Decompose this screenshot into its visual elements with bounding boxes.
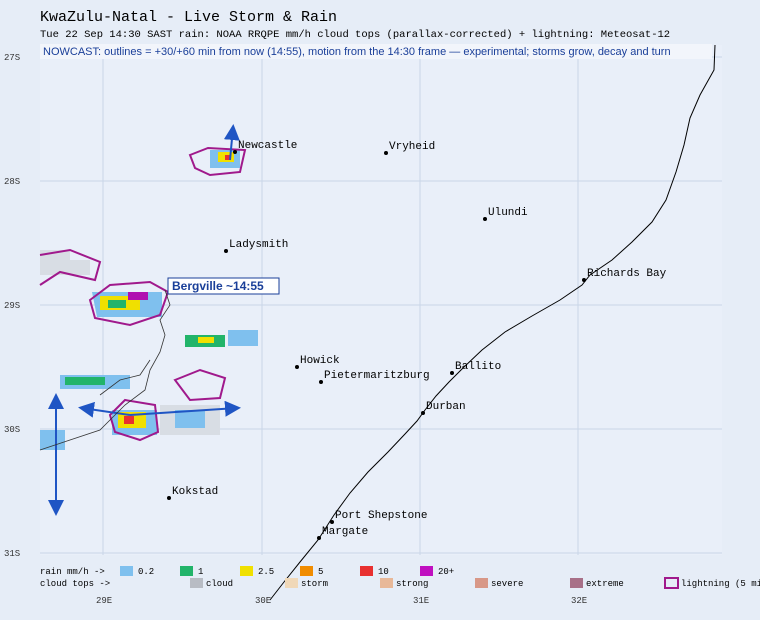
title: KwaZulu-Natal - Live Storm & Rain bbox=[40, 9, 337, 26]
place-name: Ulundi bbox=[488, 207, 528, 219]
coastline bbox=[269, 44, 716, 601]
place-marker bbox=[295, 365, 299, 369]
place-marker bbox=[317, 536, 321, 540]
rain-swatch bbox=[360, 566, 373, 576]
motion-vectors bbox=[48, 124, 241, 516]
lat-label: 28S bbox=[4, 177, 20, 187]
cloud-legend-item: strong bbox=[396, 579, 428, 589]
rain-legend-item: 0.2 bbox=[138, 567, 154, 577]
cloud-swatch bbox=[664, 577, 679, 589]
cloud-swatch bbox=[190, 578, 203, 588]
legend: rain mm/h -> 0.2 1 2.5 5 10 20+ cloud tops -> cl… bbox=[40, 566, 760, 589]
place-marker bbox=[330, 520, 334, 524]
place-name: Margate bbox=[322, 526, 368, 538]
lat-label: 27S bbox=[4, 53, 20, 63]
place-name: Port Shepstone bbox=[335, 510, 427, 522]
place-marker bbox=[224, 249, 228, 253]
place-name: Kokstad bbox=[172, 486, 218, 498]
place-name: Durban bbox=[426, 401, 466, 413]
lon-label: 32E bbox=[571, 596, 587, 606]
place-marker bbox=[450, 371, 454, 375]
place-name: Newcastle bbox=[238, 140, 297, 152]
lon-label: 29E bbox=[96, 596, 112, 606]
rain-legend-item: 2.5 bbox=[258, 567, 274, 577]
lat-label: 31S bbox=[4, 549, 20, 559]
cloud-swatch bbox=[475, 578, 488, 588]
rain-swatch bbox=[120, 566, 133, 576]
place-name: Pietermaritzburg bbox=[324, 370, 430, 382]
rain-swatch bbox=[180, 566, 193, 576]
lat-label: 29S bbox=[4, 301, 20, 311]
place-marker bbox=[319, 380, 323, 384]
cloud-swatch bbox=[380, 578, 393, 588]
rain-legend-item: 5 bbox=[318, 567, 323, 577]
place-marker bbox=[421, 411, 425, 415]
rain-swatch bbox=[420, 566, 433, 576]
place-name: Ladysmith bbox=[229, 239, 288, 251]
axis-labels: 27S 28S 29S 30S 31S 29E 30E 31E 32E bbox=[4, 53, 587, 606]
cloud-legend-item: lightning (5 min bbox=[681, 579, 760, 589]
lat-label: 30S bbox=[4, 425, 20, 435]
province-border bbox=[39, 289, 171, 451]
rain-cells bbox=[40, 150, 258, 450]
nowcast-outlines bbox=[39, 146, 247, 442]
cloud-legend-item: severe bbox=[491, 579, 523, 589]
nowcast-banner bbox=[40, 44, 712, 59]
place-name: Richards Bay bbox=[587, 268, 667, 280]
cloud-legend-item: extreme bbox=[586, 579, 624, 589]
lon-label: 31E bbox=[413, 596, 429, 606]
subtitle: Tue 22 Sep 14:30 SAST rain: NOAA RRQPE m… bbox=[40, 29, 670, 41]
cloud-legend-item: storm bbox=[301, 579, 328, 589]
place-name: Vryheid bbox=[389, 141, 435, 153]
place-marker bbox=[233, 150, 237, 154]
place-marker bbox=[167, 496, 171, 500]
place-marker bbox=[582, 278, 586, 282]
place-name: Howick bbox=[300, 355, 340, 367]
place-marker bbox=[384, 151, 388, 155]
place-marker bbox=[483, 217, 487, 221]
lon-label: 30E bbox=[255, 596, 271, 606]
rain-swatch bbox=[300, 566, 313, 576]
rain-legend-item: 10 bbox=[378, 567, 389, 577]
storm-label-box bbox=[167, 277, 280, 295]
rain-legend-item: 20+ bbox=[438, 567, 454, 577]
rain-swatch bbox=[240, 566, 253, 576]
cloud-legend-label: cloud tops -> bbox=[40, 579, 110, 589]
rain-legend-item: 1 bbox=[198, 567, 203, 577]
place-name: Ballito bbox=[455, 361, 501, 373]
rain-legend-label: rain mm/h -> bbox=[40, 567, 105, 577]
storm-label: Bergville ~14:55 bbox=[172, 279, 264, 293]
places: Newcastle Vryheid Ulundi Ladysmith Richards … bbox=[167, 140, 667, 540]
cloud-swatch bbox=[285, 578, 298, 588]
nowcast-note: NOWCAST: outlines = +30/+60 min from now… bbox=[43, 46, 671, 58]
cloud-swatch bbox=[570, 578, 583, 588]
cloud-legend-item: cloud bbox=[206, 579, 233, 589]
